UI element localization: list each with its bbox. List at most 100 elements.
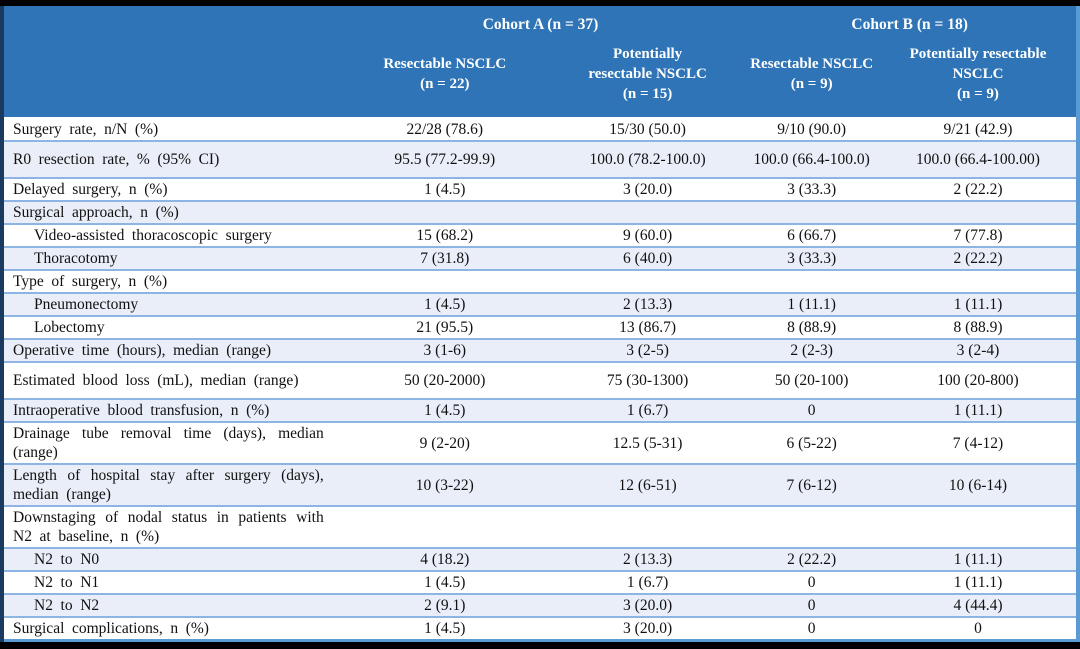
- row-label: Estimated blood loss (mL), median (range…: [2, 362, 338, 400]
- cell-value: 1 (6.7): [551, 571, 744, 595]
- row-label: Delayed surgery, n (%): [2, 178, 338, 202]
- cell-value: 6 (66.7): [743, 224, 880, 248]
- cell-value: 6 (40.0): [551, 247, 744, 271]
- row-label: Video-assisted thoracoscopic surgery: [2, 224, 338, 248]
- cell-value: 100.0 (66.4-100.00): [879, 141, 1078, 179]
- table-row: Surgery rate, n/N (%) 22/28 (78.6) 15/30 (…: [2, 118, 1078, 142]
- cell-value: 0: [974, 620, 982, 637]
- cell-value: [879, 270, 1078, 294]
- cell-value: 9/21 (42.9): [879, 118, 1078, 142]
- table-body: Surgery rate, n/N (%) 22/28 (78.6) 15/30 (…: [2, 118, 1078, 641]
- table-row: N2 to N2 2 (9.1) 3 (20.0) 0 4 (44.4): [2, 594, 1078, 618]
- table-row: Pneumonectomy 1 (4.5) 2 (13.3) 1 (11.1) 1 (1…: [2, 293, 1078, 317]
- cell-value: 3 (1-6): [337, 339, 552, 363]
- table-row: Downstaging of nodal status in patients …: [2, 506, 1078, 549]
- row-label: Pneumonectomy: [2, 293, 338, 317]
- cell-value: 100.0 (66.4-100.0): [743, 141, 880, 179]
- table-row: Estimated blood loss (mL), median (range…: [2, 362, 1078, 400]
- cell-value: [743, 506, 880, 549]
- table-header: Cohort A (n = 37) Cohort B (n = 18) Rese…: [2, 6, 1078, 119]
- cell-value: 75 (30-1300): [551, 362, 744, 400]
- cell-value: 50 (20-2000): [337, 362, 552, 400]
- cell-value: [879, 506, 1078, 549]
- row-label: Downstaging of nodal status in patients …: [2, 506, 338, 549]
- cell-value: 8 (88.9): [743, 316, 880, 340]
- table-row: Operative time (hours), median (range) 3 …: [2, 339, 1078, 363]
- cell-value: 3 (2-4): [879, 339, 1078, 363]
- cell-value: 1 (6.7): [551, 399, 744, 423]
- cell-value: [551, 201, 744, 225]
- cell-value: 15/30 (50.0): [551, 118, 744, 142]
- table-row: Surgical complications, n (%) 1 (4.5) 3 (2…: [2, 617, 1078, 641]
- cell-value: [337, 270, 552, 294]
- cell-value: [743, 270, 880, 294]
- cell-value: 12 (6-51): [551, 464, 744, 507]
- cell-value: 50 (20-100): [743, 362, 880, 400]
- header-col-potentially-resectable-a: Potentially resectable NSCLC (n = 15): [551, 39, 744, 119]
- row-label: Drainage tube removal time (days), media…: [2, 422, 338, 465]
- cell-value: 3 (20.0): [623, 620, 673, 637]
- header-cohort-a: Cohort A (n = 37): [337, 6, 744, 39]
- table-row: Type of surgery, n (%): [2, 270, 1078, 294]
- cell-value: 0: [743, 399, 880, 423]
- cell-value: 3 (2-5): [551, 339, 744, 363]
- cell-value: 95.5 (77.2-99.9): [337, 141, 552, 179]
- row-label: Length of hospital stay after surgery (d…: [2, 464, 338, 507]
- row-label: Lobectomy: [2, 316, 338, 340]
- header-empty-cell: [2, 39, 338, 119]
- cell-value: 7 (4-12): [879, 422, 1078, 465]
- cell-value: 0: [807, 620, 816, 637]
- cell-value: 12.5 (5-31): [551, 422, 744, 465]
- row-label: Surgical approach, n (%): [2, 201, 338, 225]
- cell-value: 3 (20.0): [551, 178, 744, 202]
- cell-value: 9 (60.0): [551, 224, 744, 248]
- cell-value: 4 (18.2): [337, 548, 552, 572]
- cell-value: 3 (33.3): [743, 178, 880, 202]
- cell-value: [743, 201, 880, 225]
- row-label: Surgical complications, n (%): [13, 620, 209, 637]
- cell-value: [337, 506, 552, 549]
- cell-value: 1 (11.1): [879, 293, 1078, 317]
- table-row: Intraoperative blood transfusion, n (%) 1…: [2, 399, 1078, 423]
- cell-value: 9/10 (90.0): [743, 118, 880, 142]
- cell-value: 0: [743, 594, 880, 618]
- cell-value: 4 (44.4): [879, 594, 1078, 618]
- cell-value: 7 (6-12): [743, 464, 880, 507]
- cell-value: 6 (5-22): [743, 422, 880, 465]
- cell-value: 1 (11.1): [879, 399, 1078, 423]
- cell-value: 1 (4.5): [424, 620, 466, 637]
- header-col-potentially-resectable-b: Potentially resectable NSCLC (n = 9): [879, 39, 1078, 119]
- header-empty-cell: [2, 6, 338, 39]
- cell-value: 3 (20.0): [551, 594, 744, 618]
- row-label: R0 resection rate, % (95% CI): [2, 141, 338, 179]
- header-col-resectable-b: Resectable NSCLC (n = 9): [743, 39, 880, 119]
- cell-value: 22/28 (78.6): [337, 118, 552, 142]
- cohort-header-row: Cohort A (n = 37) Cohort B (n = 18): [2, 6, 1078, 39]
- cell-value: 1 (4.5): [337, 571, 552, 595]
- cell-value: [879, 201, 1078, 225]
- row-label: N2 to N2: [2, 594, 338, 618]
- row-label: Thoracotomy: [2, 247, 338, 271]
- table-row: Drainage tube removal time (days), media…: [2, 422, 1078, 465]
- cell-value: 1 (4.5): [337, 178, 552, 202]
- cell-value: [551, 506, 744, 549]
- header-col-resectable-a: Resectable NSCLC (n = 22): [337, 39, 552, 119]
- table-row: N2 to N1 1 (4.5) 1 (6.7) 0 1 (11.1): [2, 571, 1078, 595]
- table-row: N2 to N0 4 (18.2) 2 (13.3) 2 (22.2) 1 (11.1): [2, 548, 1078, 572]
- row-label: Type of surgery, n (%): [2, 270, 338, 294]
- cell-value: 21 (95.5): [337, 316, 552, 340]
- cell-value: 2 (2-3): [743, 339, 880, 363]
- cell-value: 0: [743, 571, 880, 595]
- row-label: Operative time (hours), median (range): [2, 339, 338, 363]
- surgery-outcomes-table: Cohort A (n = 37) Cohort B (n = 18) Rese…: [0, 6, 1080, 642]
- cell-value: 10 (6-14): [879, 464, 1078, 507]
- cell-value: 1 (4.5): [337, 399, 552, 423]
- cell-value: 13 (86.7): [551, 316, 744, 340]
- cell-value: 2 (22.2): [743, 548, 880, 572]
- table-row: Surgical approach, n (%): [2, 201, 1078, 225]
- cell-value: 1 (4.5): [337, 293, 552, 317]
- cell-value: 8 (88.9): [879, 316, 1078, 340]
- table-row: Delayed surgery, n (%) 1 (4.5) 3 (20.0) 3 (…: [2, 178, 1078, 202]
- subgroup-header-row: Resectable NSCLC (n = 22) Potentially re…: [2, 39, 1078, 119]
- table-row: R0 resection rate, % (95% CI) 95.5 (77.2-…: [2, 141, 1078, 179]
